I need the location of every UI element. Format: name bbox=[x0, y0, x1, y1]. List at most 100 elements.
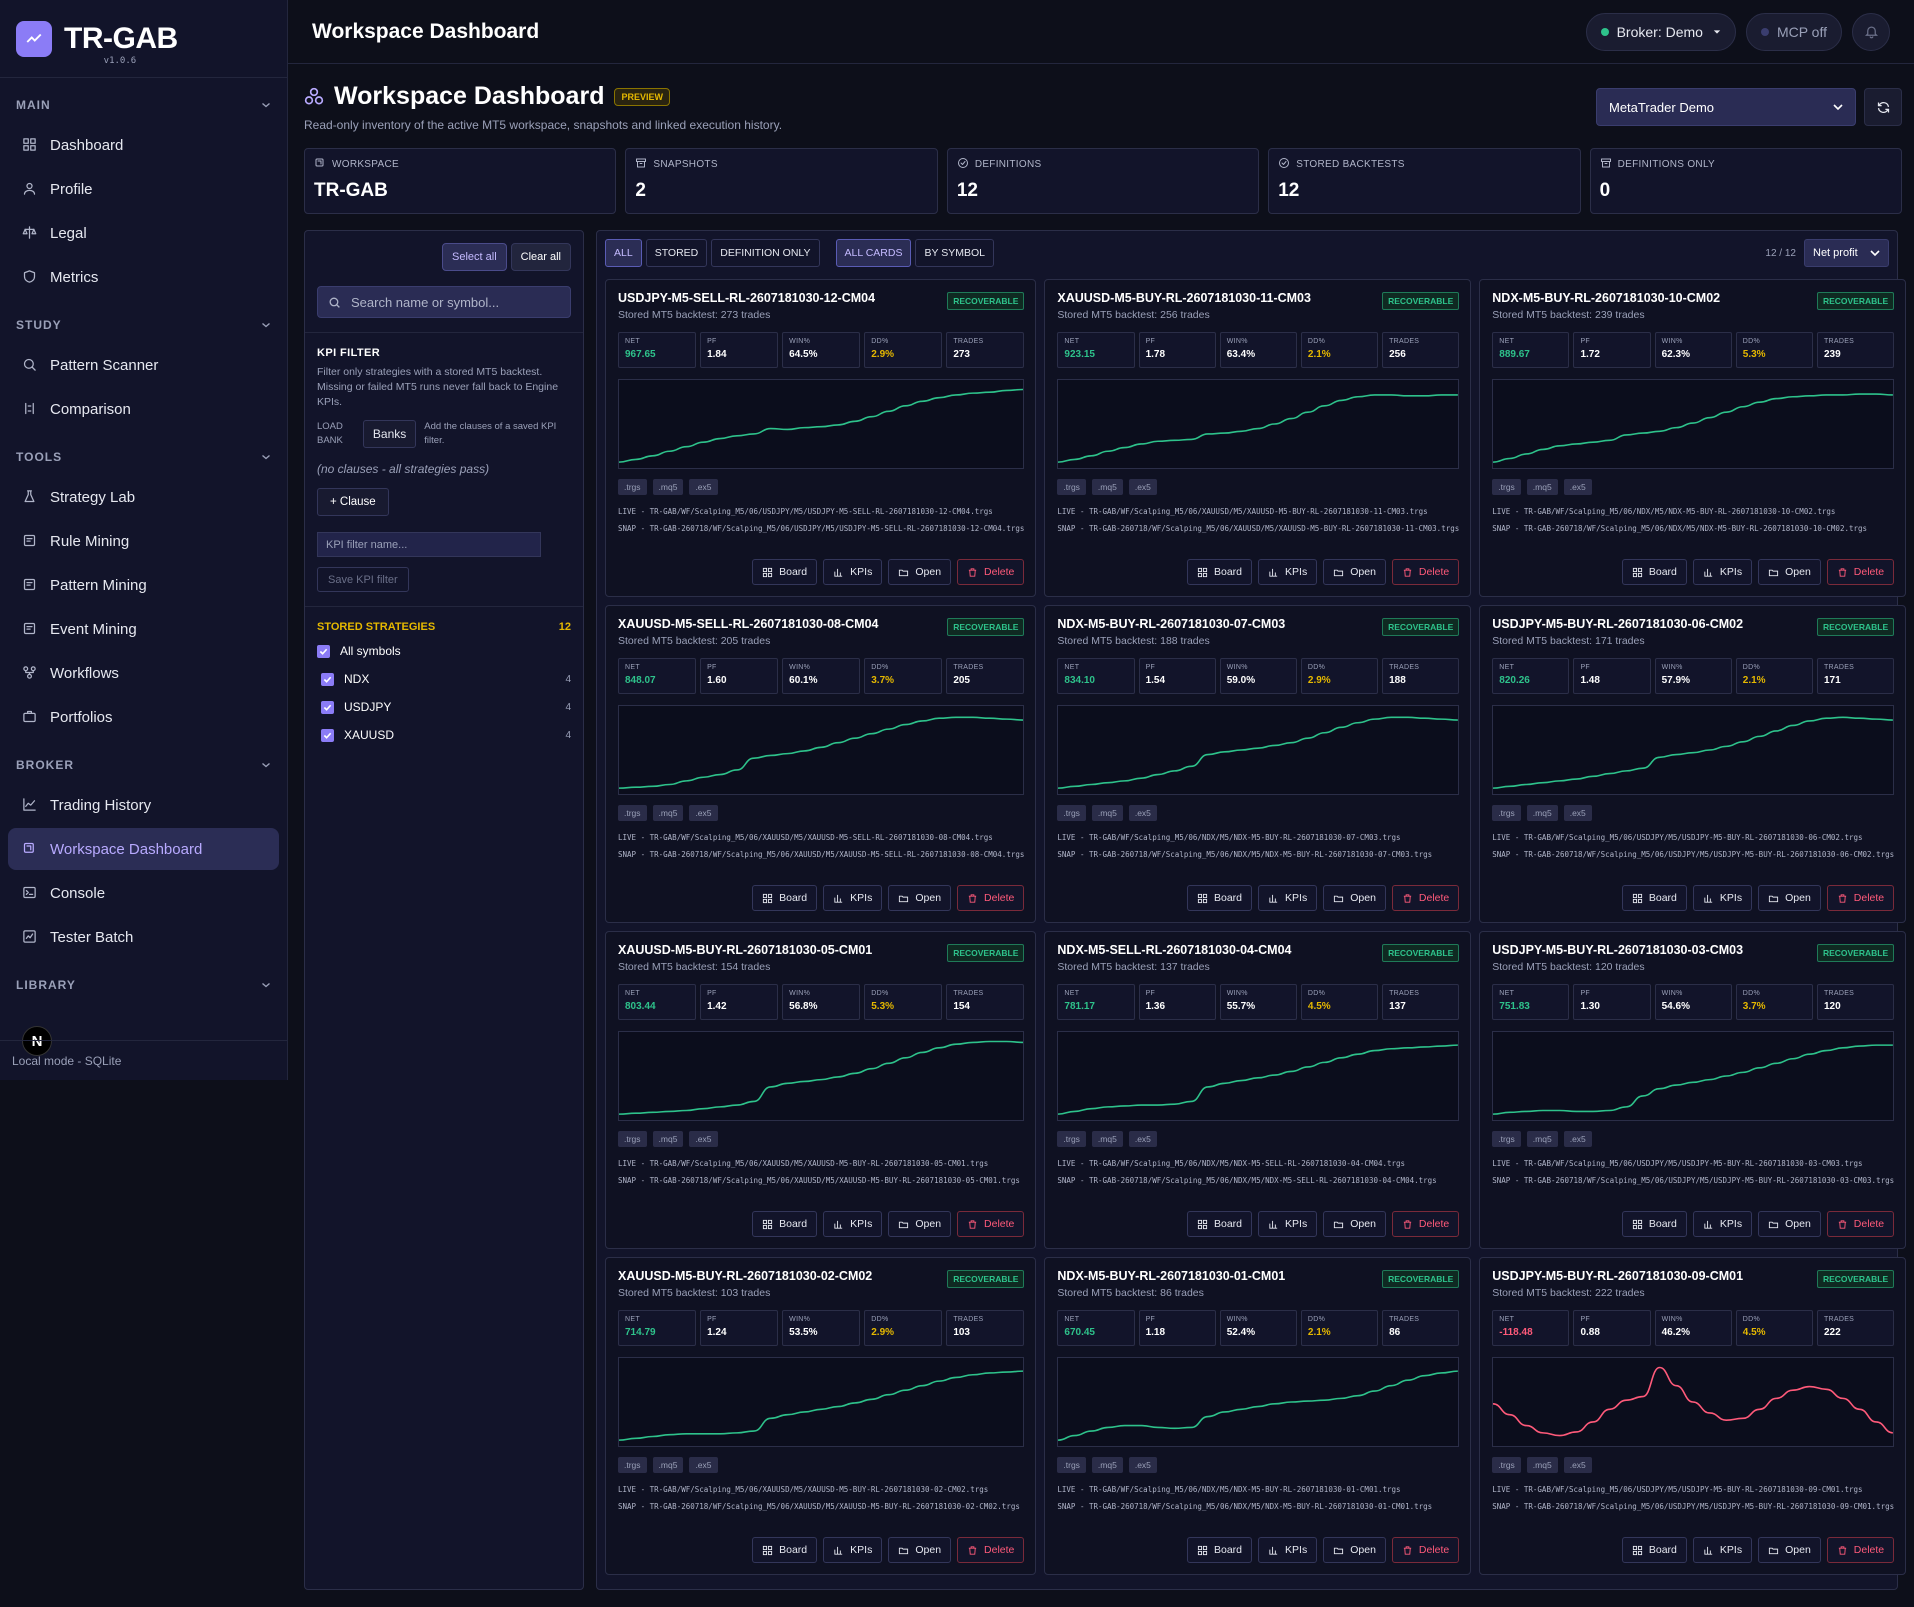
view-by-symbol[interactable]: BY SYMBOL bbox=[915, 239, 994, 267]
symbol-checkbox[interactable]: USDJPY 4 bbox=[317, 693, 571, 721]
board-button[interactable]: Board bbox=[1621, 885, 1687, 911]
sidebar-item-workspace-dashboard[interactable]: Workspace Dashboard bbox=[8, 828, 279, 870]
sort-select[interactable]: Net profit bbox=[1804, 239, 1889, 267]
board-button[interactable]: Board bbox=[752, 1537, 818, 1563]
open-button[interactable]: Open bbox=[888, 1211, 952, 1237]
delete-button[interactable]: Delete bbox=[1826, 1537, 1895, 1563]
select-all-button[interactable]: Select all bbox=[442, 243, 507, 271]
terminal-select[interactable]: MetaTrader Demo bbox=[1596, 88, 1856, 126]
kpi-filter-name-input[interactable]: KPI filter name... bbox=[317, 532, 541, 557]
board-button[interactable]: Board bbox=[1621, 1537, 1687, 1563]
symbol-checkbox[interactable]: NDX 4 bbox=[317, 665, 571, 693]
sidebar-item-legal[interactable]: Legal bbox=[8, 212, 279, 254]
open-button[interactable]: Open bbox=[1323, 559, 1386, 585]
board-button[interactable]: Board bbox=[752, 1211, 818, 1237]
delete-button[interactable]: Delete bbox=[957, 1211, 1025, 1237]
sidebar-item-comparison[interactable]: Comparison bbox=[8, 388, 279, 430]
delete-button[interactable]: Delete bbox=[1391, 1537, 1460, 1563]
sidebar-item-workflows[interactable]: Workflows bbox=[8, 652, 279, 694]
add-clause-button[interactable]: + Clause bbox=[317, 488, 389, 516]
broker-button[interactable]: Broker: Demo bbox=[1585, 12, 1736, 51]
board-button[interactable]: Board bbox=[752, 559, 818, 585]
mcp-button[interactable]: MCP off bbox=[1745, 12, 1842, 51]
kpis-button[interactable]: KPIs bbox=[1258, 1211, 1318, 1237]
kpis-button[interactable]: KPIs bbox=[1258, 1537, 1318, 1563]
open-button[interactable]: Open bbox=[1758, 1211, 1821, 1237]
refresh-button[interactable] bbox=[1864, 88, 1902, 126]
sidebar-item-dashboard[interactable]: Dashboard bbox=[8, 124, 279, 166]
sidebar-item-console[interactable]: Console bbox=[8, 872, 279, 914]
sidebar-item-label: Trading History bbox=[50, 796, 152, 814]
brand[interactable]: TR-GAB v1.0.6 bbox=[0, 0, 287, 78]
nav-section-toggle[interactable]: BROKER bbox=[16, 754, 271, 776]
kpis-button[interactable]: KPIs bbox=[823, 1537, 883, 1563]
kpis-button[interactable]: KPIs bbox=[1692, 1537, 1753, 1563]
delete-button[interactable]: Delete bbox=[1826, 885, 1895, 911]
sidebar-item-tester-batch[interactable]: Tester Batch bbox=[8, 916, 279, 958]
board-button[interactable]: Board bbox=[1187, 1211, 1253, 1237]
open-button[interactable]: Open bbox=[1758, 885, 1821, 911]
all-symbols-checkbox[interactable]: All symbols bbox=[317, 637, 571, 665]
clear-all-button[interactable]: Clear all bbox=[510, 243, 571, 271]
notifications-button[interactable] bbox=[1852, 12, 1890, 51]
kpis-button[interactable]: KPIs bbox=[823, 885, 883, 911]
delete-button[interactable]: Delete bbox=[957, 1537, 1025, 1563]
delete-button[interactable]: Delete bbox=[1826, 559, 1895, 585]
delete-button[interactable]: Delete bbox=[957, 885, 1025, 911]
nav-section-toggle[interactable]: STUDY bbox=[16, 314, 271, 336]
kpis-button[interactable]: KPIs bbox=[1258, 885, 1318, 911]
sidebar-item-event-mining[interactable]: Event Mining bbox=[8, 608, 279, 650]
chip-all[interactable]: ALL bbox=[605, 239, 642, 267]
file-tag: .trgs bbox=[1492, 479, 1521, 495]
kpis-button[interactable]: KPIs bbox=[1692, 1211, 1753, 1237]
kpis-button[interactable]: KPIs bbox=[1258, 559, 1318, 585]
sidebar-item-portfolios[interactable]: Portfolios bbox=[8, 696, 279, 738]
board-button[interactable]: Board bbox=[1187, 1537, 1253, 1563]
sidebar-item-strategy-lab[interactable]: Strategy Lab bbox=[8, 476, 279, 518]
open-button[interactable]: Open bbox=[888, 885, 952, 911]
file-tag: .trgs bbox=[618, 805, 647, 821]
sidebar-item-trading-history[interactable]: Trading History bbox=[8, 784, 279, 826]
nav-section-toggle[interactable]: MAIN bbox=[16, 94, 271, 116]
board-button[interactable]: Board bbox=[1621, 559, 1687, 585]
open-button[interactable]: Open bbox=[1758, 559, 1821, 585]
open-button[interactable]: Open bbox=[888, 559, 952, 585]
delete-button[interactable]: Delete bbox=[1391, 1211, 1460, 1237]
chip-stored[interactable]: STORED bbox=[645, 239, 708, 267]
open-button[interactable]: Open bbox=[1323, 1211, 1386, 1237]
n-badge-icon[interactable]: N bbox=[22, 1026, 52, 1056]
open-button[interactable]: Open bbox=[888, 1537, 952, 1563]
search-icon bbox=[329, 297, 340, 308]
kpis-button[interactable]: KPIs bbox=[1692, 559, 1753, 585]
open-button[interactable]: Open bbox=[1758, 1537, 1821, 1563]
nav-section-toggle[interactable]: TOOLS bbox=[16, 446, 271, 468]
symbol-checkbox[interactable]: XAUUSD 4 bbox=[317, 721, 571, 749]
search-input[interactable]: Search name or symbol... bbox=[317, 286, 571, 318]
kpis-button[interactable]: KPIs bbox=[823, 559, 883, 585]
open-button[interactable]: Open bbox=[1323, 1537, 1386, 1563]
kpis-button[interactable]: KPIs bbox=[823, 1211, 883, 1237]
kpis-button[interactable]: KPIs bbox=[1692, 885, 1753, 911]
delete-button[interactable]: Delete bbox=[1826, 1211, 1895, 1237]
kpi-row: NET 803.44 PF 1.42 WIN% 56.8% DD% 5.3% TRADES 154 bbox=[618, 984, 1025, 1020]
delete-button[interactable]: Delete bbox=[1391, 885, 1460, 911]
nav-section-title: STUDY bbox=[16, 318, 62, 332]
board-button[interactable]: Board bbox=[1187, 559, 1253, 585]
sidebar-item-metrics[interactable]: Metrics bbox=[8, 256, 279, 298]
board-button[interactable]: Board bbox=[1187, 885, 1253, 911]
delete-button[interactable]: Delete bbox=[957, 559, 1025, 585]
stat-card: WORKSPACE TR-GAB bbox=[304, 148, 617, 214]
sidebar-item-rule-mining[interactable]: Rule Mining bbox=[8, 520, 279, 562]
sidebar-item-profile[interactable]: Profile bbox=[8, 168, 279, 210]
nav-section-toggle[interactable]: LIBRARY bbox=[16, 974, 271, 996]
board-button[interactable]: Board bbox=[752, 885, 818, 911]
chip-definition-only[interactable]: DEFINITION ONLY bbox=[711, 239, 820, 267]
board-button[interactable]: Board bbox=[1621, 1211, 1687, 1237]
view-all-cards[interactable]: ALL CARDS bbox=[835, 239, 912, 267]
sidebar-item-pattern-scanner[interactable]: Pattern Scanner bbox=[8, 344, 279, 386]
banks-button[interactable]: Banks bbox=[362, 420, 417, 448]
save-kpi-filter-button[interactable]: Save KPI filter bbox=[317, 567, 409, 592]
sidebar-item-pattern-mining[interactable]: Pattern Mining bbox=[8, 564, 279, 606]
open-button[interactable]: Open bbox=[1323, 885, 1386, 911]
delete-button[interactable]: Delete bbox=[1391, 559, 1460, 585]
